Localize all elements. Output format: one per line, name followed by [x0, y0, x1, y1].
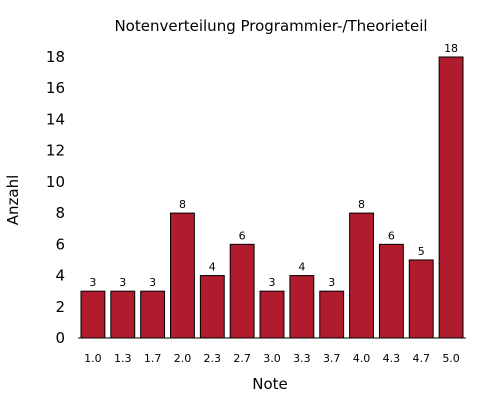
x-tick-label: 2.3: [204, 352, 222, 365]
data-label: 8: [179, 198, 186, 211]
y-tick-label: 10: [46, 173, 65, 191]
x-tick-label: 4.7: [412, 352, 430, 365]
data-label: 3: [89, 276, 96, 289]
x-tick-label: 1.3: [114, 352, 132, 365]
x-axis-label: Note: [252, 375, 288, 393]
bar-2.0: [170, 212, 195, 339]
x-tick-label: 2.0: [174, 352, 192, 365]
data-label: 4: [209, 261, 216, 274]
bar-4.3: [378, 243, 404, 339]
x-tick-label: 3.3: [293, 352, 311, 365]
y-tick-label: 4: [55, 267, 65, 285]
bar-4.7: [408, 259, 434, 339]
bar-3.7: [319, 290, 345, 339]
bar-2.3: [199, 275, 225, 339]
bar-4.0: [349, 212, 374, 339]
x-tick-label: 5.0: [442, 352, 460, 365]
x-ticks: 1.0 1.3 1.7 2.0 2.3 2.7 3.0 3.3 3.7 4.0 4.3 4.7 5.0: [84, 352, 460, 365]
bar-1.7: [140, 290, 166, 339]
data-label: 6: [239, 229, 246, 242]
y-axis-label: Anzahl: [4, 175, 22, 226]
data-label: 3: [269, 276, 276, 289]
chart-title: Notenverteilung Programmier-/Theorieteil: [114, 17, 427, 35]
y-tick-label: 16: [46, 79, 65, 97]
x-tick-label: 4.0: [353, 352, 371, 365]
data-label: 8: [358, 198, 365, 211]
y-tick-label: 8: [55, 204, 65, 222]
bar-3.3: [289, 275, 315, 339]
bar-3.0: [259, 290, 285, 339]
bar-1.0: [80, 290, 106, 339]
y-tick-label: 0: [55, 329, 65, 347]
bar-1.3: [110, 290, 136, 339]
y-tick-label: 6: [55, 235, 65, 253]
bar-5.0: [438, 56, 464, 339]
y-tick-label: 12: [46, 142, 65, 160]
data-label: 18: [444, 42, 458, 55]
bars: 3 3 3 8 4 6 3 4 3 8 6 5 18: [80, 42, 464, 339]
data-label: 3: [149, 276, 156, 289]
data-label: 3: [119, 276, 126, 289]
x-tick-label: 3.7: [323, 352, 341, 365]
y-tick-label: 2: [55, 298, 65, 316]
data-label: 4: [298, 261, 305, 274]
x-tick-label: 2.7: [233, 352, 251, 365]
y-tick-label: 18: [46, 48, 65, 66]
bar-2.7: [229, 243, 255, 339]
x-tick-label: 3.0: [263, 352, 281, 365]
x-tick-label: 4.3: [383, 352, 401, 365]
x-tick-label: 1.0: [84, 352, 102, 365]
data-label: 6: [388, 229, 395, 242]
y-ticks: 0 2 4 6 8 10 12 14 16 18: [46, 48, 65, 347]
y-tick-label: 14: [46, 110, 65, 128]
data-label: 3: [328, 276, 335, 289]
x-tick-label: 1.7: [144, 352, 162, 365]
data-label: 5: [418, 245, 425, 258]
